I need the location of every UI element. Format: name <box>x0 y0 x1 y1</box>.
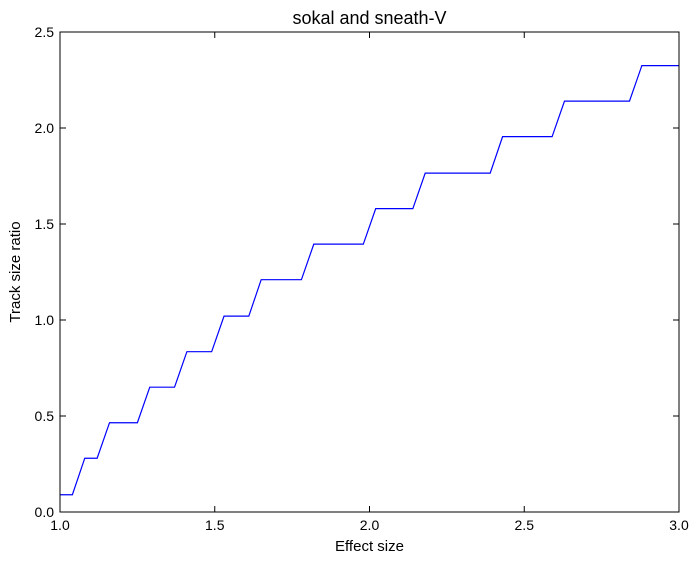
y-tick-label: 1.5 <box>35 216 55 232</box>
x-tick-label: 1.0 <box>50 517 70 533</box>
x-tick-label: 2.5 <box>515 517 535 533</box>
x-tick-label: 1.5 <box>205 517 225 533</box>
chart-title: sokal and sneath-V <box>292 8 446 28</box>
x-axis-label: Effect size <box>335 538 404 555</box>
series-line <box>60 64 679 496</box>
y-tick-label: 2.5 <box>35 24 55 40</box>
y-tick-label: 0.5 <box>35 408 55 424</box>
x-tick-label: 3.0 <box>669 517 689 533</box>
plot-series <box>60 64 679 496</box>
x-tick-label: 2.0 <box>360 517 380 533</box>
y-tick-label: 0.0 <box>35 504 55 520</box>
y-tick-label: 2.0 <box>35 120 55 136</box>
y-axis-label: Track size ratio <box>7 221 24 322</box>
y-axis-ticks: 0.0 0.5 1.0 1.5 2.0 2.5 <box>35 24 679 520</box>
plot-frame <box>59 31 680 513</box>
y-tick-label: 1.0 <box>35 312 55 328</box>
